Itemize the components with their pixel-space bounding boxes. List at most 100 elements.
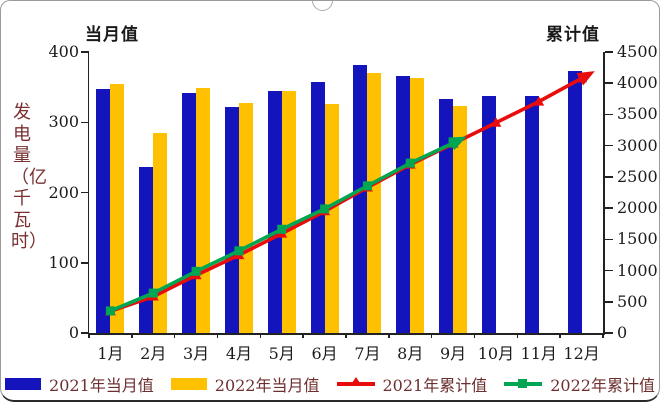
bar bbox=[110, 84, 125, 333]
line-marker-square bbox=[405, 158, 415, 168]
bar bbox=[281, 90, 296, 333]
x-axis-label: 11月 bbox=[520, 344, 557, 363]
legend-marker bbox=[349, 377, 362, 387]
line-end-arrow bbox=[448, 136, 467, 151]
x-axis-label: 9月 bbox=[439, 344, 467, 363]
right-axis-title: 累计值 bbox=[546, 25, 600, 45]
left-axis-title: 当月值 bbox=[85, 25, 139, 45]
y-axis-tick bbox=[81, 51, 89, 53]
right-axis-line bbox=[603, 52, 605, 335]
secondary-y-axis-tick bbox=[604, 176, 613, 178]
legend-label: 2022年累计值 bbox=[550, 376, 655, 395]
x-axis-tick bbox=[516, 333, 519, 338]
bar bbox=[524, 95, 539, 333]
legend-label: 2021年当月值 bbox=[49, 376, 154, 395]
y-axis-tick bbox=[81, 332, 89, 334]
secondary-y-axis-tick bbox=[604, 301, 613, 303]
secondary-y-axis-tick bbox=[604, 82, 613, 84]
cumulative-line bbox=[109, 76, 583, 314]
bar bbox=[410, 77, 425, 333]
bar bbox=[453, 106, 468, 333]
legend: 2021年当月值 2022年当月值 2021年累计值 2022年累计值 bbox=[1, 370, 659, 398]
x-axis-tick bbox=[388, 333, 390, 338]
x-axis-label: 5月 bbox=[268, 344, 295, 363]
line-marker-square bbox=[148, 288, 158, 298]
x-axis-label: 7月 bbox=[354, 344, 381, 363]
legend-marker bbox=[518, 379, 528, 389]
line-marker-square bbox=[277, 224, 287, 234]
bar bbox=[238, 102, 253, 333]
y-axis-tick bbox=[81, 262, 89, 264]
legend-item: 2022年累计值 bbox=[504, 372, 655, 396]
x-axis-tick bbox=[559, 333, 561, 338]
secondary-y-axis-tick-label: 1000 bbox=[617, 260, 658, 280]
secondary-y-axis-tick-label: 2500 bbox=[617, 166, 658, 186]
x-axis-tick bbox=[88, 333, 90, 338]
line-marker-triangle bbox=[490, 117, 502, 127]
secondary-y-axis-tick bbox=[604, 144, 613, 147]
x-axis-label: 2月 bbox=[140, 344, 167, 363]
y-axis-tick bbox=[81, 191, 89, 194]
line-marker-square bbox=[320, 204, 330, 214]
line-marker-square bbox=[362, 181, 372, 191]
bar bbox=[310, 82, 325, 333]
y-axis-tick-label: 400 bbox=[48, 42, 79, 61]
x-axis-label: 12月 bbox=[563, 344, 600, 363]
x-axis-tick bbox=[430, 333, 433, 338]
secondary-y-axis-tick-label: 3500 bbox=[617, 104, 658, 124]
y-axis-tick bbox=[81, 121, 89, 123]
bar bbox=[481, 96, 496, 333]
secondary-y-axis-tick bbox=[604, 269, 613, 272]
x-axis-tick bbox=[473, 333, 476, 338]
x-axis-label: 3月 bbox=[182, 344, 210, 363]
secondary-y-axis-tick-label: 4500 bbox=[617, 42, 658, 61]
secondary-y-axis-tick-label: 3000 bbox=[617, 135, 658, 155]
x-axis-label: 10月 bbox=[477, 344, 515, 363]
line-end-arrow bbox=[576, 71, 595, 86]
legend-swatch-line bbox=[336, 377, 375, 387]
x-axis-label: 8月 bbox=[397, 344, 424, 363]
line-marker-square bbox=[105, 306, 115, 316]
x-axis-label: 4月 bbox=[225, 344, 252, 363]
bar bbox=[224, 106, 239, 333]
x-axis-tick bbox=[216, 333, 219, 338]
secondary-y-axis-tick-label: 1500 bbox=[617, 229, 658, 249]
x-axis-label: 6月 bbox=[311, 344, 338, 363]
y-axis-tick-label: 0 bbox=[68, 323, 79, 342]
y-axis-tick-label: 200 bbox=[48, 182, 79, 202]
secondary-y-axis-tick bbox=[604, 238, 613, 241]
x-axis-tick bbox=[131, 333, 133, 338]
left-axis-line bbox=[87, 52, 89, 335]
bar bbox=[324, 103, 339, 333]
decorative-circle bbox=[312, 1, 333, 11]
bar bbox=[353, 64, 368, 333]
x-axis-tick bbox=[259, 333, 262, 338]
legend-label: 2022年当月值 bbox=[214, 376, 320, 395]
secondary-y-axis-tick bbox=[604, 113, 613, 116]
bar bbox=[396, 75, 411, 333]
line-marker-square bbox=[234, 246, 244, 256]
secondary-y-axis-tick bbox=[604, 207, 613, 209]
legend-swatch-bar bbox=[170, 378, 207, 390]
legend-item: 2021年当月值 bbox=[5, 372, 154, 396]
secondary-y-axis-tick-label: 2000 bbox=[617, 198, 658, 218]
y-axis-tick-label: 300 bbox=[48, 112, 79, 132]
x-axis-tick bbox=[345, 333, 347, 338]
x-axis-label: 1月 bbox=[97, 344, 124, 363]
secondary-y-axis-tick-label: 500 bbox=[617, 291, 648, 311]
bar bbox=[567, 70, 582, 333]
bar bbox=[267, 90, 282, 333]
y-axis-tick-label: 100 bbox=[48, 252, 79, 272]
secondary-y-axis-tick bbox=[604, 332, 613, 334]
legend-item: 2022年当月值 bbox=[170, 372, 320, 396]
bar bbox=[367, 73, 382, 333]
secondary-y-axis-tick-label: 0 bbox=[617, 323, 628, 342]
bar bbox=[96, 89, 111, 333]
secondary-y-axis-tick-label: 4000 bbox=[617, 73, 658, 93]
line-marker-triangle bbox=[533, 96, 545, 106]
secondary-y-axis-tick bbox=[604, 51, 613, 53]
legend-item: 2021年累计值 bbox=[336, 372, 487, 396]
legend-swatch-bar bbox=[5, 378, 42, 390]
cumulative-lines-layer bbox=[104, 71, 595, 316]
